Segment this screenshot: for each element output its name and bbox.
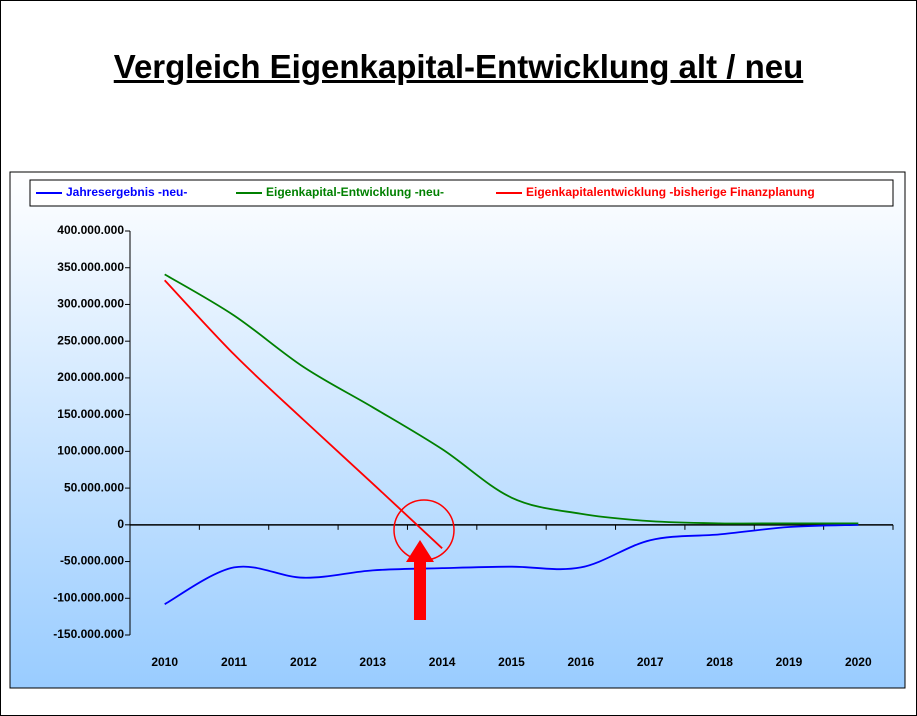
x-tick-label: 2019: [776, 655, 803, 669]
y-tick-label: 300.000.000: [57, 297, 124, 311]
x-tick-label: 2010: [151, 655, 178, 669]
x-tick-label: 2012: [290, 655, 317, 669]
legend-label: Eigenkapital-Entwicklung -neu-: [266, 185, 444, 199]
legend-label: Jahresergebnis -neu-: [66, 185, 187, 199]
x-tick-label: 2020: [845, 655, 872, 669]
series-line: [164, 523, 859, 605]
x-tick-label: 2016: [568, 655, 595, 669]
y-tick-label: 250.000.000: [57, 333, 124, 347]
plot: -150.000.000 -100.000.000 -50.000.000 0 50.0…: [36, 185, 894, 669]
x-tick-label: 2011: [221, 655, 247, 669]
y-tick-label: 0: [117, 517, 124, 531]
highlight-arrow: [406, 540, 434, 620]
legend-box: [29, 179, 894, 207]
y-tick-label: 100.000.000: [57, 444, 124, 458]
y-tick-label: 350.000.000: [57, 260, 124, 274]
y-tick-label: 200.000.000: [57, 370, 124, 384]
y-tick-label: 50.000.000: [64, 480, 124, 494]
y-tick-label: -50.000.000: [60, 554, 124, 568]
x-tick-label: 2013: [359, 655, 386, 669]
series-line: [164, 279, 443, 549]
y-tick-label: 150.000.000: [57, 407, 124, 421]
x-tick-label: 2017: [637, 655, 664, 669]
y-tick-label: 400.000.000: [57, 223, 124, 237]
chart-title: Vergleich Eigenkapital-Entwicklung alt /…: [113, 48, 804, 85]
x-tick-label: 2018: [706, 655, 733, 669]
y-tick-label: -100.000.000: [53, 590, 124, 604]
series-line: [164, 273, 859, 525]
legend-label: Eigenkapitalentwicklung -bisherige Finan…: [526, 185, 815, 199]
x-tick-label: 2014: [429, 655, 456, 669]
y-tick-label: -150.000.000: [53, 627, 124, 641]
chart-area: [9, 171, 906, 689]
x-tick-label: 2015: [498, 655, 525, 669]
